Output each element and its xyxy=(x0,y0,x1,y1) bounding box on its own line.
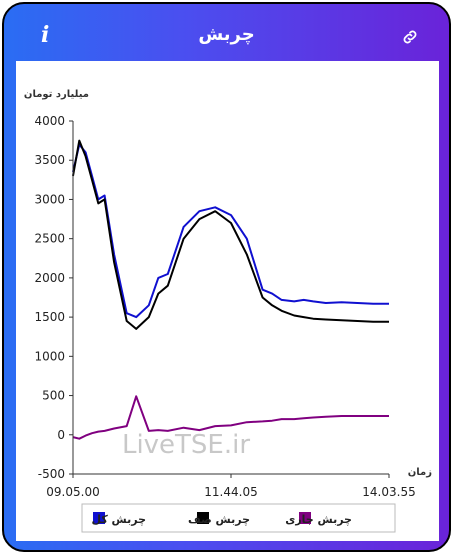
x-tick-label: 09.05.00 xyxy=(46,485,99,499)
chart-panel: میلیارد تومان LiveTSE.ir -500 0 500 1000 150… xyxy=(16,61,439,541)
y-tick-label: 500 xyxy=(42,389,65,403)
legend-label-2[interactable]: چربش جاری xyxy=(285,513,352,526)
line-chart: میلیارد تومان LiveTSE.ir -500 0 500 1000 150… xyxy=(24,89,432,533)
legend-label-1[interactable]: چربش صف xyxy=(188,513,250,526)
legend: چربش کل چربش صف چربش جاری xyxy=(81,503,396,533)
y-tick-label: 2500 xyxy=(34,232,65,246)
info-icon[interactable]: i xyxy=(41,22,50,48)
y-tick-label: 2000 xyxy=(34,271,65,285)
series-line-1 xyxy=(72,139,389,330)
chart-card: i چربش میلیارد تومان LiveTSE.ir -500 0 500… xyxy=(2,2,451,552)
y-tick-label: 1000 xyxy=(34,349,65,363)
legend-swatch-2[interactable] xyxy=(299,512,311,524)
y-tick-label: 0 xyxy=(57,428,65,442)
watermark: LiveTSE.ir xyxy=(122,430,250,460)
y-tick-label: 4000 xyxy=(34,114,65,128)
y-tick-label: -500 xyxy=(38,467,65,481)
x-tick-label: 11.44.05 xyxy=(204,485,257,499)
x-tick-label: 14.03.55 xyxy=(362,485,415,499)
card-header: i چربش xyxy=(4,4,449,62)
series-line-0 xyxy=(72,143,389,319)
legend-swatch-1[interactable] xyxy=(197,512,209,524)
legend-label-0[interactable]: چربش کل xyxy=(92,513,147,526)
y-tick-label: 3500 xyxy=(34,153,65,167)
page-title: چربش xyxy=(198,24,255,45)
x-axis-label: زمان xyxy=(408,467,432,478)
legend-swatch-0[interactable] xyxy=(93,512,105,524)
series-line-2 xyxy=(72,395,389,440)
link-icon[interactable] xyxy=(401,28,419,46)
y-axis-label: میلیارد تومان xyxy=(24,89,89,100)
y-tick-label: 1500 xyxy=(34,310,65,324)
y-tick-label: 3000 xyxy=(34,192,65,206)
